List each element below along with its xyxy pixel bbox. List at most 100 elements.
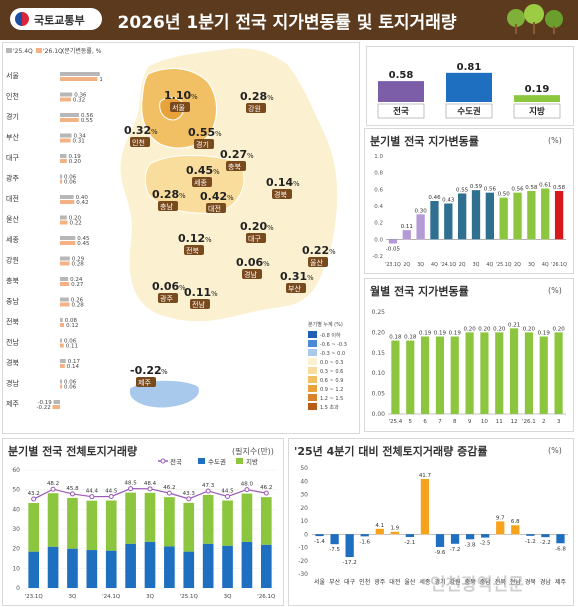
quarterly-unit: (%) xyxy=(548,136,562,145)
volume-xtick: '25.1Q xyxy=(180,594,199,600)
monthly-unit: (%) xyxy=(548,286,562,295)
volume-total-marker xyxy=(205,488,211,494)
map-region-name: 부산 xyxy=(288,284,301,293)
regional-bar xyxy=(60,220,68,225)
regional-value-label: 0.11 xyxy=(66,344,78,350)
monthly-bar xyxy=(406,340,415,414)
change-ytick: 10 xyxy=(300,518,308,525)
change-value-label: -17.2 xyxy=(343,560,357,566)
quarterly-bar xyxy=(527,191,536,240)
volume-total-label: 48.2 xyxy=(47,481,59,487)
map-legend-swatch xyxy=(308,331,317,338)
change-ytick: -30 xyxy=(298,571,308,578)
monthly-bar xyxy=(465,332,474,414)
regional-value-label: 0.40 xyxy=(76,195,89,201)
region-label: 인천 xyxy=(6,92,19,101)
map-legend-label: 0.0 ~ 0.3 xyxy=(320,360,343,366)
map-region-badge xyxy=(190,299,210,309)
quarterly-value-label: 0.56 xyxy=(511,187,524,193)
volume-bar-local xyxy=(260,497,272,545)
volume-bar-capital xyxy=(183,551,195,588)
volume-total-marker xyxy=(31,496,37,502)
quarterly-ytick: 0.2 xyxy=(374,221,383,227)
map-region-name: 전북 xyxy=(186,246,199,255)
monthly-ytick: 0.10 xyxy=(372,370,386,377)
monthly-bar-chart: 0.00 0.05 0.10 0.15 0.20 0.25 0.18 '25.4 0.18 5 0.… xyxy=(372,309,566,425)
quarterly-xtick: '26.1Q xyxy=(551,262,567,268)
region-label: 충북 xyxy=(6,276,19,285)
monthly-xtick: 12 xyxy=(511,419,518,425)
map-value-label: 0.28 xyxy=(152,188,179,201)
monthly-value-label: 0.20 xyxy=(552,326,565,332)
region-label: 충남 xyxy=(6,297,19,306)
change-xtick: 충남 xyxy=(480,578,492,586)
monthly-value-label: 0.19 xyxy=(434,330,447,336)
monthly-ytick: 0.05 xyxy=(372,391,386,398)
volume-total-label: 45.8 xyxy=(66,486,79,492)
summary-category-label: 수도권 xyxy=(457,106,481,117)
regional-value-label: 0.20 xyxy=(69,216,82,222)
summary-bar xyxy=(514,95,560,102)
regional-bar xyxy=(60,97,71,102)
ministry-logo: 국토교통부 xyxy=(10,8,102,30)
regional-value-label: 0.32 xyxy=(73,98,85,104)
volume-xtick: '26.1Q xyxy=(257,594,276,600)
map-legend-swatch xyxy=(308,349,317,356)
volume-bar-local xyxy=(144,492,156,542)
monthly-bar xyxy=(435,336,444,414)
quarterly-bar xyxy=(458,193,467,240)
change-value-label: 9.7 xyxy=(496,515,505,521)
map-value-label: 0.42 xyxy=(200,190,227,203)
monthly-xtick: 11 xyxy=(496,419,503,425)
quarterly-value-label: 0.59 xyxy=(470,184,483,190)
map-region-badge xyxy=(136,377,156,387)
logo-text: 국토교통부 xyxy=(34,14,85,27)
volume-bar-local xyxy=(28,503,40,552)
monthly-value-label: 0.19 xyxy=(449,330,462,336)
change-ytick: 0 xyxy=(304,531,308,538)
change-ytick: 20 xyxy=(300,505,308,512)
volume-bar-local xyxy=(202,494,214,544)
summary-bar xyxy=(446,72,492,102)
region-label: 전남 xyxy=(6,338,19,347)
volume-total-label: 44.5 xyxy=(221,488,234,494)
region-label: 부산 xyxy=(6,133,19,142)
regional-bar xyxy=(53,400,60,404)
map-region-badge xyxy=(272,189,292,199)
regional-value-label: 0.34 xyxy=(74,134,87,140)
quarterly-xtick: 3Q xyxy=(528,262,535,268)
korea-map: 1.10 % 서울 0.28 % 강원 0.32 % 인천 0.55 % 경기 0.27 % 충북 0.45%… xyxy=(118,46,347,411)
map-region-name: 충남 xyxy=(160,202,173,211)
volume-xtick: '23.1Q xyxy=(25,594,44,600)
map-legend-swatch xyxy=(308,385,317,392)
regional-bar xyxy=(60,323,65,327)
regional-bar xyxy=(60,338,63,343)
change-value-label: -7.5 xyxy=(329,547,340,553)
regional-bar xyxy=(60,302,70,307)
quarterly-title: 분기별 전국 지가변동률 xyxy=(370,135,479,148)
quarterly-value-label: 0.43 xyxy=(442,198,455,204)
regional-value-label: 0.26 xyxy=(71,298,84,304)
volume-ytick: 60 xyxy=(12,467,20,474)
region-label: 경기 xyxy=(6,112,19,121)
map-value-label: 0.12 xyxy=(178,232,205,245)
quarterly-bar xyxy=(416,214,425,240)
map-region-badge xyxy=(130,137,150,147)
quarterly-xtick: 3Q xyxy=(473,262,480,268)
volume-bar-capital xyxy=(105,550,117,588)
map-region-badge xyxy=(286,283,306,293)
quarterly-ytick: 0.8 xyxy=(374,171,383,177)
regional-bar xyxy=(60,297,69,302)
legend-swatch-curr xyxy=(36,48,42,53)
quarterly-value-label: 0.58 xyxy=(525,185,538,191)
quarterly-xtick: 4Q xyxy=(431,262,438,268)
map-value-label: 0.22 xyxy=(302,244,329,257)
map-legend-label: -0.8 이하 xyxy=(320,332,341,339)
regional-value-label: -0.19 xyxy=(38,400,53,406)
region-label: 경남 xyxy=(6,379,19,388)
summary-category-box xyxy=(513,103,561,119)
change-bar xyxy=(450,534,460,544)
volume-ytick: 40 xyxy=(12,506,20,513)
monthly-ytick: 0.15 xyxy=(372,350,386,357)
volume-xtick: 3Q xyxy=(69,594,77,600)
